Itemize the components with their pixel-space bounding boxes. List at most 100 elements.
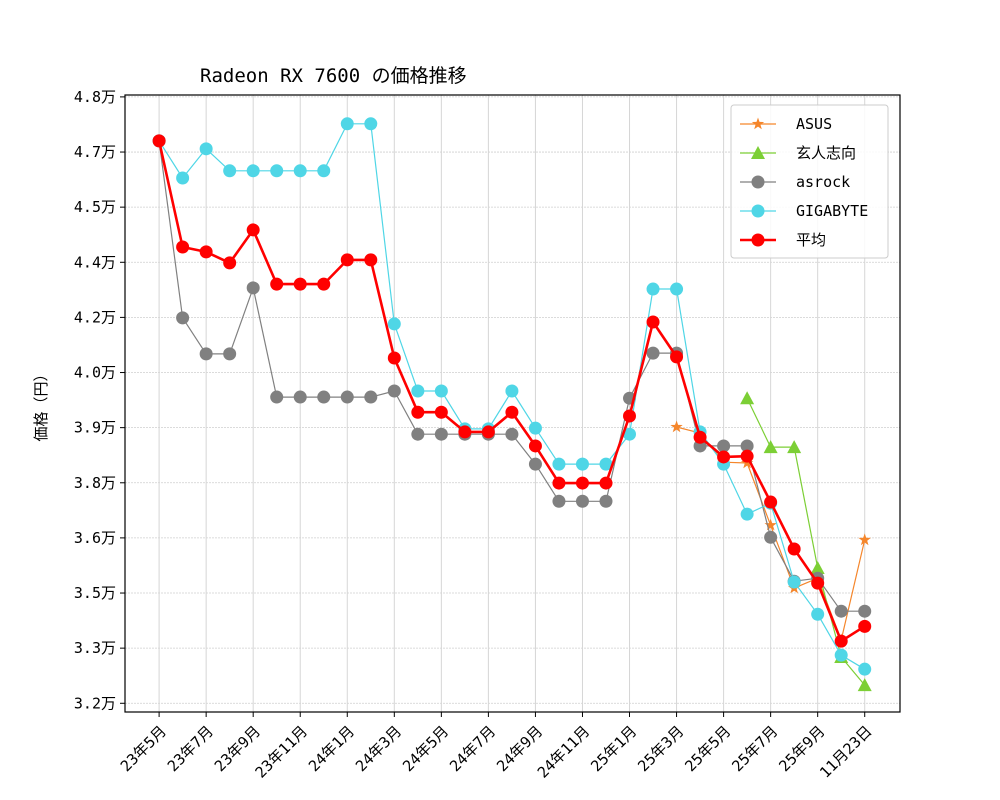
data-point [787,575,801,589]
series-玄人志向 [740,391,872,692]
data-point [763,440,778,454]
data-point [740,507,754,521]
data-point [787,440,802,454]
legend-swatch-marker [751,175,765,189]
data-point [858,662,872,676]
data-point [528,439,542,453]
data-point [575,476,589,490]
data-point [387,384,401,398]
y-tick-label: 4.8万 [74,88,116,106]
data-point [270,390,284,404]
data-point [364,117,378,131]
series-平均 [152,134,872,648]
data-point [293,277,307,291]
legend-swatch-marker [751,204,765,218]
data-point [340,253,354,267]
legend-label: 平均 [796,231,826,249]
y-tick-label: 4.4万 [74,253,116,271]
data-point [764,530,778,544]
data-point [364,253,378,267]
data-point [317,390,331,404]
data-point [528,457,542,471]
data-point [857,678,872,692]
legend-label: ASUS [796,115,832,133]
data-point [787,542,801,556]
y-tick-label: 4.2万 [74,308,116,326]
y-tick-label: 3.8万 [74,474,116,492]
data-point [858,604,872,618]
chart-title: Radeon RX 7600 の価格推移 [200,65,467,87]
data-point [199,245,213,259]
data-point [246,164,260,178]
data-point [270,277,284,291]
data-point [223,164,237,178]
y-tick-label: 3.5万 [74,584,116,602]
y-tick-label: 3.9万 [74,419,116,437]
data-point [434,384,448,398]
data-point [387,351,401,365]
data-point [858,533,871,546]
data-point [340,390,354,404]
data-point [858,619,872,633]
data-point [646,315,660,329]
data-point [764,518,777,531]
data-point [340,117,354,131]
y-axis: 4.8万 4.7万 4.5万 4.4万 4.2万 4.0万 3.9万 3.8万 3.6万 3.5万… [74,88,125,712]
legend-box [730,104,889,259]
data-point [552,494,566,508]
data-point [411,405,425,419]
data-point [740,449,754,463]
data-point [270,164,284,178]
data-point [505,405,519,419]
x-tick-label: 23年5月 [117,722,170,775]
x-tick-label: 11月23日 [816,722,875,781]
data-point [717,439,731,453]
data-point [623,427,637,441]
data-point [623,409,637,423]
legend-swatch-marker [751,117,765,130]
data-point [199,347,213,361]
data-point [434,405,448,419]
legend-label: 玄人志向 [796,144,856,162]
y-tick-label: 3.2万 [74,694,116,712]
data-point [481,425,495,439]
data-point [646,346,660,360]
data-point [505,384,519,398]
data-point [176,311,190,325]
data-point [646,282,660,296]
y-tick-label: 3.6万 [74,529,116,547]
x-tick-label: 23年11月 [252,722,311,781]
data-point [505,427,519,441]
x-tick-label: 23年7月 [164,722,217,775]
data-point [176,240,190,254]
data-point [670,420,683,433]
data-point [740,391,755,405]
series-asrock [152,134,872,618]
data-point [199,142,213,156]
data-point [552,476,566,490]
data-point [223,347,237,361]
data-point [246,281,260,295]
x-tick-label: 25年3月 [634,722,687,775]
data-point [740,439,754,453]
x-tick-label: 24年5月 [399,722,452,775]
y-axis-label: 価格（円） [32,366,50,441]
series-layer [152,117,872,692]
data-point [717,450,731,464]
data-point [599,494,613,508]
data-point [693,430,707,444]
data-point [599,476,613,490]
data-point [387,317,401,331]
data-point [176,171,190,185]
series-GIGABYTE [152,117,872,676]
axes-frame [124,94,901,713]
x-tick-label: 25年5月 [681,722,734,775]
legend-label: asrock [796,173,850,191]
x-tick-label: 25年7月 [728,722,781,775]
x-tick-label: 25年1月 [587,722,640,775]
legend: ASUS 玄人志向 asrock GIGABYTE 平均 [730,104,889,259]
data-point [834,648,848,662]
y-tick-label: 4.7万 [74,143,116,161]
x-tick-label: 24年3月 [352,722,405,775]
